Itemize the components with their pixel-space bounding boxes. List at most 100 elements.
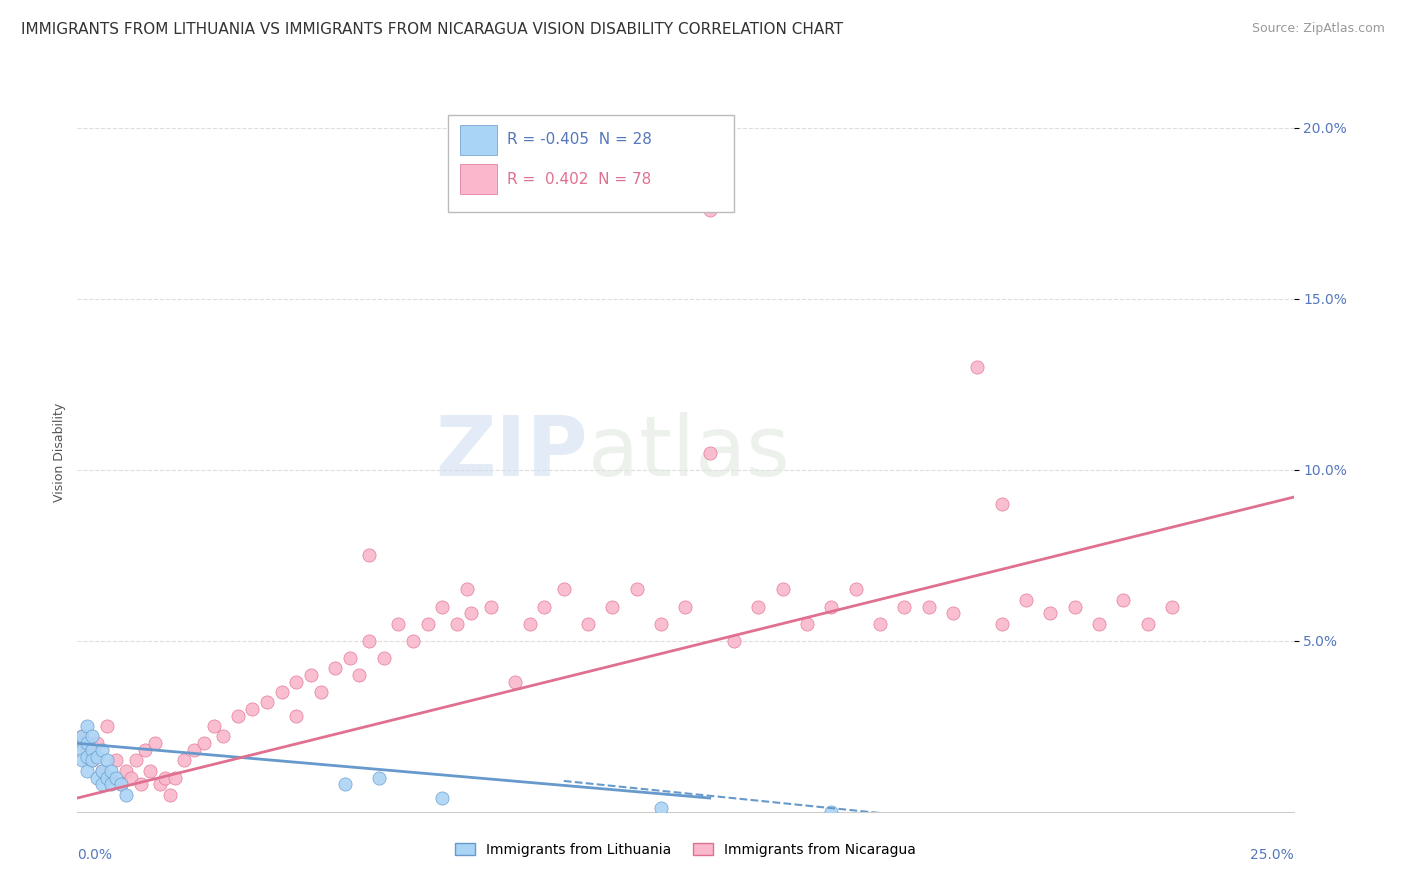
Point — [1136, 616, 1159, 631]
Point — [173, 753, 195, 767]
Point — [96, 753, 118, 767]
Point — [86, 750, 108, 764]
FancyBboxPatch shape — [460, 125, 496, 154]
Point — [285, 674, 308, 689]
Point — [110, 777, 132, 791]
Point — [125, 753, 148, 767]
Point — [90, 777, 112, 791]
Point — [349, 668, 371, 682]
Point — [1063, 599, 1085, 614]
Point — [149, 777, 172, 791]
Point — [96, 719, 118, 733]
Point — [270, 685, 292, 699]
Point — [675, 599, 697, 614]
Point — [1039, 607, 1062, 621]
Point — [1088, 616, 1111, 631]
Point — [323, 661, 346, 675]
Point — [100, 777, 122, 791]
Point — [100, 764, 122, 778]
Point — [359, 633, 381, 648]
Point — [105, 753, 128, 767]
Point — [299, 668, 322, 682]
Text: R = -0.405  N = 28: R = -0.405 N = 28 — [506, 132, 651, 147]
Point — [650, 616, 672, 631]
Point — [699, 202, 721, 217]
Point — [747, 599, 769, 614]
Point — [86, 771, 108, 785]
Text: 0.0%: 0.0% — [77, 847, 112, 862]
Point — [430, 791, 453, 805]
Point — [456, 582, 478, 597]
Point — [202, 719, 225, 733]
Point — [402, 633, 425, 648]
Point — [80, 730, 103, 744]
Point — [845, 582, 868, 597]
Point — [869, 616, 891, 631]
Point — [153, 771, 176, 785]
Point — [70, 753, 93, 767]
Text: Source: ZipAtlas.com: Source: ZipAtlas.com — [1251, 22, 1385, 36]
Point — [796, 616, 818, 631]
Point — [80, 753, 103, 767]
Point — [479, 599, 502, 614]
Point — [460, 607, 482, 621]
Point — [918, 599, 941, 614]
Point — [820, 805, 842, 819]
Point — [285, 709, 308, 723]
Point — [699, 446, 721, 460]
Point — [990, 616, 1012, 631]
Point — [90, 764, 112, 778]
Point — [86, 736, 108, 750]
Legend: Immigrants from Lithuania, Immigrants from Nicaragua: Immigrants from Lithuania, Immigrants fr… — [449, 837, 922, 863]
Point — [309, 685, 332, 699]
Text: atlas: atlas — [588, 412, 790, 493]
Point — [990, 497, 1012, 511]
Point — [416, 616, 439, 631]
Point — [1161, 599, 1184, 614]
Point — [226, 709, 249, 723]
Point — [359, 548, 381, 563]
Point — [134, 743, 156, 757]
Point — [772, 582, 794, 597]
Point — [893, 599, 915, 614]
Text: IMMIGRANTS FROM LITHUANIA VS IMMIGRANTS FROM NICARAGUA VISION DISABILITY CORRELA: IMMIGRANTS FROM LITHUANIA VS IMMIGRANTS … — [21, 22, 844, 37]
Point — [90, 764, 112, 778]
Point — [723, 633, 745, 648]
Point — [100, 771, 122, 785]
Point — [339, 651, 361, 665]
Point — [115, 764, 138, 778]
Point — [76, 719, 98, 733]
Point — [553, 582, 575, 597]
Point — [70, 730, 93, 744]
Point — [519, 616, 541, 631]
Point — [80, 743, 103, 757]
Point — [80, 753, 103, 767]
Point — [115, 788, 138, 802]
Point — [626, 582, 648, 597]
Point — [533, 599, 555, 614]
Point — [193, 736, 215, 750]
Point — [446, 616, 468, 631]
Point — [66, 736, 89, 750]
Point — [76, 764, 98, 778]
Point — [373, 651, 395, 665]
Point — [966, 360, 988, 375]
FancyBboxPatch shape — [449, 115, 734, 212]
Point — [76, 743, 98, 757]
Point — [1015, 592, 1038, 607]
Point — [70, 743, 93, 757]
Point — [90, 743, 112, 757]
Point — [650, 801, 672, 815]
Point — [139, 764, 162, 778]
Point — [387, 616, 409, 631]
Point — [820, 599, 842, 614]
Point — [96, 771, 118, 785]
Point — [503, 674, 526, 689]
Point — [163, 771, 186, 785]
Point — [76, 736, 98, 750]
FancyBboxPatch shape — [460, 164, 496, 194]
Point — [110, 777, 132, 791]
Point — [105, 771, 128, 785]
Point — [602, 599, 624, 614]
Text: R =  0.402  N = 78: R = 0.402 N = 78 — [506, 171, 651, 186]
